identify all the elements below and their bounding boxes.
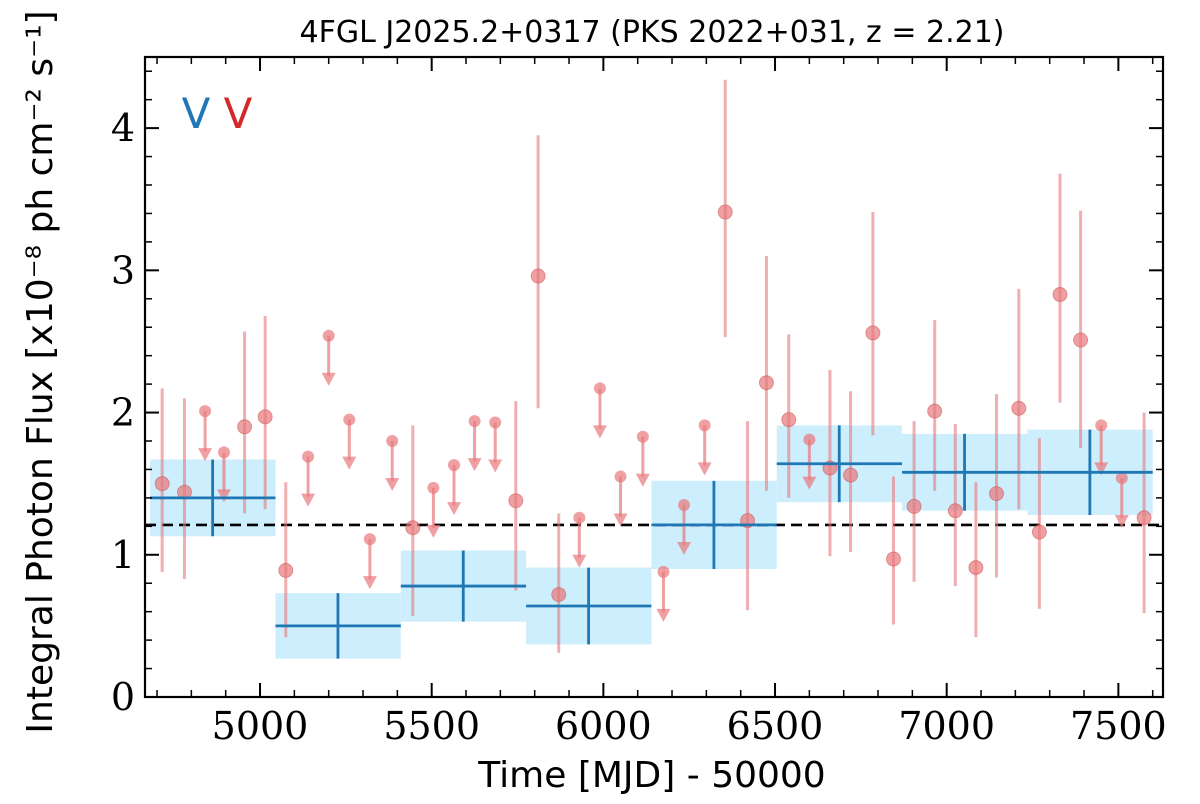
upper-limit-arrowhead: [613, 513, 628, 527]
y-tick-label: 0: [111, 675, 135, 719]
upper-limit-marker: [657, 565, 670, 578]
upper-limit-marker: [427, 481, 440, 494]
flux-data-point: [508, 493, 524, 509]
upper-limit-arrowhead: [426, 524, 441, 538]
upper-limit-arrowhead: [572, 554, 587, 568]
upper-limit-marker: [678, 499, 691, 511]
upper-limit-arrowhead: [198, 448, 213, 462]
flux-data-point: [1136, 510, 1152, 526]
x-tick-label: 6500: [727, 704, 824, 748]
upper-limit-marker: [468, 415, 481, 428]
upper-limit-marker: [636, 430, 649, 443]
upper-limit-marker: [698, 419, 711, 432]
upper-limit-arrowhead: [321, 372, 336, 386]
upper-limit-arrowhead: [362, 576, 377, 590]
flux-data-point: [154, 476, 170, 492]
upper-limit-arrowhead: [216, 489, 231, 503]
upper-limit-arrowhead: [342, 456, 357, 470]
flux-data-point: [758, 375, 774, 391]
upper-limit-arrowhead: [385, 478, 400, 491]
flux-data-point: [947, 503, 963, 519]
flux-data-point: [843, 467, 859, 483]
upper-limit-marker: [1095, 419, 1108, 432]
flux-data-point: [405, 520, 421, 536]
x-tick-label: 7000: [898, 704, 995, 748]
upper-limit-marker: [363, 533, 376, 546]
flux-data-point: [1031, 524, 1047, 540]
upper-limit-arrowhead: [802, 476, 817, 490]
y-tick-label: 1: [111, 533, 135, 577]
flux-data-point: [717, 204, 733, 220]
y-tick-label: 4: [111, 106, 135, 150]
upper-limit-marker: [1115, 471, 1128, 484]
upper-limit-arrowhead: [697, 462, 712, 476]
upper-limit-marker: [448, 459, 461, 472]
plot-area: V V 5000 5500 6000 6500 7000 7500 0 1 2 3 4: [111, 55, 1167, 748]
upper-limit-marker: [217, 446, 230, 459]
x-tick-label: 7500: [1070, 704, 1167, 748]
flux-data-point: [1073, 332, 1089, 348]
upper-limit-marker: [343, 413, 356, 426]
flux-data-point: [968, 560, 984, 576]
y-tick-label: 3: [111, 248, 135, 292]
x-tick-label: 5000: [212, 704, 309, 748]
upper-limit-arrowhead: [656, 608, 671, 622]
y-axis-label: Integral Photon Flux [x10⁻⁸ ph cm⁻² s⁻¹]: [20, 10, 61, 733]
flux-data-point: [1011, 400, 1027, 416]
flux-data-point: [885, 551, 901, 567]
upper-limit-marker: [573, 511, 586, 524]
upper-limit-marker: [803, 433, 816, 446]
x-tick-label: 6000: [555, 704, 652, 748]
upper-limit-arrowhead: [467, 458, 482, 472]
variability-marker-blue: V: [182, 89, 211, 138]
flux-data-point: [530, 268, 546, 284]
upper-limit-arrowhead: [635, 473, 650, 487]
upper-limit-arrowhead: [1114, 514, 1129, 528]
flux-data-point: [551, 587, 567, 603]
upper-limit-marker: [199, 405, 212, 418]
upper-limit-arrowhead: [592, 425, 607, 439]
flux-data-point: [781, 412, 797, 428]
x-tick-label: 5500: [383, 704, 480, 748]
flux-data-point: [906, 498, 922, 514]
y-tick-label: 2: [111, 391, 135, 435]
flux-data-point: [237, 419, 253, 435]
flux-data-point: [278, 562, 294, 578]
upper-limit-marker: [322, 329, 335, 342]
upper-limit-marker: [614, 470, 627, 483]
flux-data-point: [257, 409, 273, 425]
upper-limit-marker: [489, 416, 502, 429]
upper-limit-arrowhead: [677, 542, 692, 555]
upper-limit-arrowhead: [301, 493, 316, 507]
upper-limit-arrowhead: [1094, 462, 1109, 476]
upper-limit-marker: [302, 450, 315, 463]
flux-data-point: [865, 325, 881, 341]
upper-limit-arrowhead: [447, 502, 462, 516]
chart-title: 4FGL J2025.2+0317 (PKS 2022+031, z = 2.2…: [300, 15, 1005, 50]
variability-marker-red: V: [224, 89, 253, 138]
upper-limit-marker: [386, 435, 399, 447]
plot-frame: [143, 55, 1165, 699]
upper-limit-marker: [593, 382, 606, 395]
x-axis-label: Time [MJD] - 50000: [477, 755, 825, 796]
flux-data-point: [1052, 287, 1068, 303]
flux-data-point: [988, 486, 1004, 502]
upper-limit-arrowhead: [488, 459, 503, 473]
flux-data-point: [927, 403, 943, 419]
